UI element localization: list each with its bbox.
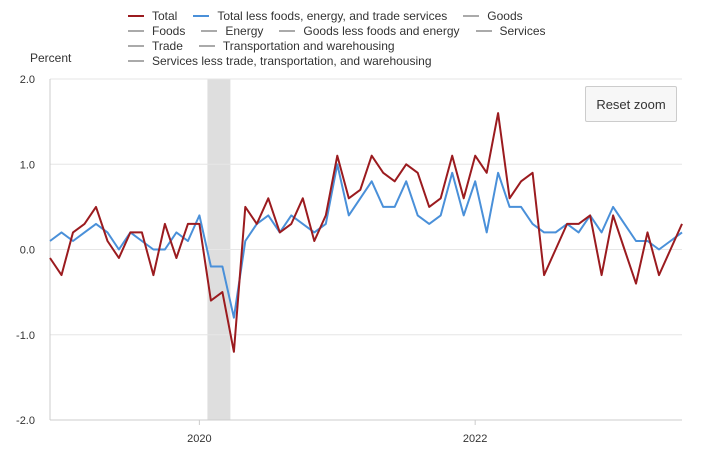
- legend-item[interactable]: Energy: [201, 24, 263, 38]
- x-tick-label: 2020: [187, 433, 211, 445]
- series-line[interactable]: [49, 112, 683, 353]
- legend-row: Trade Transportation and warehousing: [128, 38, 598, 53]
- legend-item[interactable]: Trade: [128, 39, 183, 53]
- legend-item[interactable]: Services less trade, transportation, and…: [128, 54, 432, 68]
- legend-row: Total Total less foods, energy, and trade…: [128, 8, 598, 23]
- legend-item[interactable]: Goods: [463, 8, 523, 23]
- legend-item[interactable]: Total less foods, energy, and trade serv…: [193, 9, 447, 23]
- legend-item[interactable]: Total: [128, 9, 177, 23]
- legend-swatch: [128, 29, 144, 32]
- legend-swatch: [128, 59, 144, 62]
- y-tick-label: 1.0: [20, 159, 35, 171]
- chart-legend: Total Total less foods, energy, and trade…: [128, 8, 598, 68]
- legend-label: Services: [499, 23, 546, 38]
- legend-label: Total less foods, energy, and trade serv…: [217, 8, 448, 23]
- legend-label: Trade: [152, 38, 183, 53]
- legend-swatch: [128, 44, 144, 47]
- legend-label: Services less trade, transportation, and…: [152, 53, 432, 68]
- legend-label: Goods less foods and energy: [303, 23, 460, 38]
- legend-swatch: [279, 29, 296, 32]
- legend-swatch: [128, 14, 144, 17]
- x-tick-label: 2022: [463, 433, 487, 445]
- legend-label: Goods: [487, 8, 523, 23]
- legend-label: Transportation and warehousing: [222, 38, 395, 53]
- y-axis-title: Percent: [30, 51, 72, 65]
- legend-label: Energy: [225, 23, 264, 38]
- y-tick-label: 0.0: [20, 245, 35, 257]
- legend-row: Services less trade, transportation, and…: [128, 53, 598, 68]
- legend-swatch: [475, 29, 492, 32]
- legend-label: Foods: [152, 23, 186, 38]
- y-tick-label: 2.0: [20, 74, 35, 86]
- series-line[interactable]: [49, 163, 683, 319]
- legend-item[interactable]: Foods: [128, 24, 185, 38]
- legend-item[interactable]: Services: [475, 23, 546, 38]
- y-tick-label: -1.0: [16, 330, 35, 342]
- legend-swatch: [193, 14, 210, 17]
- legend-swatch: [201, 29, 218, 32]
- legend-swatch: [198, 44, 215, 47]
- reset-zoom-button[interactable]: Reset zoom: [585, 86, 677, 122]
- legend-row: Foods Energy Goods less foods and energy Se…: [128, 23, 598, 38]
- y-tick-label: -2.0: [16, 415, 35, 427]
- legend-swatch: [463, 14, 480, 17]
- legend-item[interactable]: Transportation and warehousing: [198, 38, 395, 53]
- legend-label: Total: [152, 8, 178, 23]
- legend-item[interactable]: Goods less foods and energy: [279, 23, 460, 38]
